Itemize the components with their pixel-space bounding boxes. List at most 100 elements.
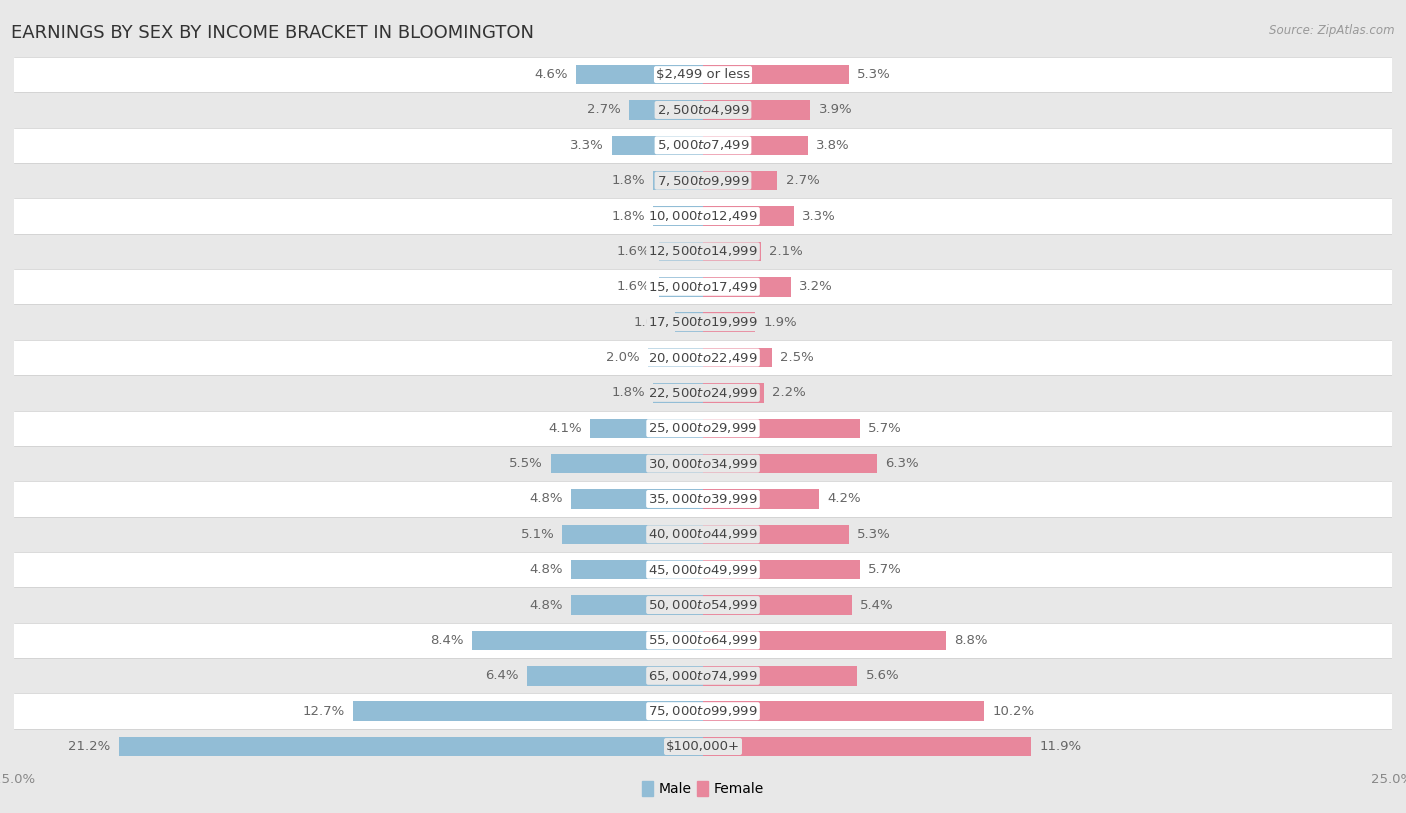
- Text: 6.3%: 6.3%: [884, 457, 918, 470]
- Bar: [14, 623, 1392, 659]
- Bar: [14, 693, 1392, 729]
- Text: $45,000 to $49,999: $45,000 to $49,999: [648, 563, 758, 576]
- Bar: [14, 376, 1392, 411]
- Bar: [14, 163, 1392, 198]
- Bar: [14, 517, 1392, 552]
- Text: 2.5%: 2.5%: [780, 351, 814, 364]
- Bar: [654, 171, 703, 190]
- Text: 8.4%: 8.4%: [430, 634, 463, 647]
- Text: 4.8%: 4.8%: [529, 598, 562, 611]
- Text: 2.1%: 2.1%: [769, 245, 803, 258]
- Bar: [675, 312, 703, 332]
- Text: 11.9%: 11.9%: [1039, 740, 1081, 753]
- Text: 5.7%: 5.7%: [869, 563, 903, 576]
- Bar: [628, 100, 703, 120]
- Bar: [353, 702, 703, 721]
- Text: 4.2%: 4.2%: [827, 493, 860, 506]
- Text: $75,000 to $99,999: $75,000 to $99,999: [648, 704, 758, 718]
- Text: $55,000 to $64,999: $55,000 to $64,999: [648, 633, 758, 647]
- Bar: [14, 57, 1392, 92]
- Text: 4.6%: 4.6%: [534, 68, 568, 81]
- Bar: [703, 171, 778, 190]
- Text: 3.9%: 3.9%: [818, 103, 852, 116]
- Text: 4.8%: 4.8%: [529, 563, 562, 576]
- Text: 2.2%: 2.2%: [772, 386, 806, 399]
- Text: 3.3%: 3.3%: [569, 139, 603, 152]
- Bar: [118, 737, 703, 756]
- Bar: [591, 419, 703, 438]
- Text: $20,000 to $22,499: $20,000 to $22,499: [648, 350, 758, 364]
- Text: 3.2%: 3.2%: [800, 280, 834, 293]
- Bar: [562, 524, 703, 544]
- Text: $100,000+: $100,000+: [666, 740, 740, 753]
- Bar: [703, 277, 792, 297]
- Text: 4.8%: 4.8%: [529, 493, 562, 506]
- Text: 2.0%: 2.0%: [606, 351, 640, 364]
- Bar: [703, 489, 818, 509]
- Text: 1.6%: 1.6%: [617, 245, 651, 258]
- Text: 3.8%: 3.8%: [815, 139, 849, 152]
- Text: 2.7%: 2.7%: [586, 103, 620, 116]
- Bar: [703, 737, 1031, 756]
- Bar: [14, 411, 1392, 446]
- Text: $35,000 to $39,999: $35,000 to $39,999: [648, 492, 758, 506]
- Bar: [14, 659, 1392, 693]
- Bar: [703, 65, 849, 85]
- Bar: [14, 587, 1392, 623]
- Text: 5.5%: 5.5%: [509, 457, 543, 470]
- Text: 5.6%: 5.6%: [866, 669, 900, 682]
- Bar: [703, 241, 761, 261]
- Text: 8.8%: 8.8%: [953, 634, 987, 647]
- Bar: [612, 136, 703, 155]
- Text: $50,000 to $54,999: $50,000 to $54,999: [648, 598, 758, 612]
- Text: $7,500 to $9,999: $7,500 to $9,999: [657, 174, 749, 188]
- Bar: [571, 489, 703, 509]
- Bar: [14, 92, 1392, 128]
- Bar: [14, 198, 1392, 234]
- Bar: [703, 312, 755, 332]
- Bar: [659, 241, 703, 261]
- Bar: [571, 595, 703, 615]
- Bar: [703, 207, 794, 226]
- Bar: [14, 340, 1392, 375]
- Text: 3.3%: 3.3%: [803, 210, 837, 223]
- Bar: [527, 666, 703, 685]
- Bar: [703, 136, 807, 155]
- Bar: [571, 560, 703, 580]
- Bar: [654, 207, 703, 226]
- Bar: [703, 348, 772, 367]
- Bar: [703, 560, 860, 580]
- Bar: [14, 304, 1392, 340]
- Bar: [703, 666, 858, 685]
- Bar: [576, 65, 703, 85]
- Text: 2.7%: 2.7%: [786, 174, 820, 187]
- Bar: [14, 269, 1392, 304]
- Text: $22,500 to $24,999: $22,500 to $24,999: [648, 386, 758, 400]
- Text: $12,500 to $14,999: $12,500 to $14,999: [648, 245, 758, 259]
- Legend: Male, Female: Male, Female: [643, 781, 763, 796]
- Bar: [659, 277, 703, 297]
- Bar: [703, 631, 945, 650]
- Text: $10,000 to $12,499: $10,000 to $12,499: [648, 209, 758, 223]
- Text: $15,000 to $17,499: $15,000 to $17,499: [648, 280, 758, 293]
- Bar: [471, 631, 703, 650]
- Text: 12.7%: 12.7%: [302, 705, 344, 718]
- Text: 5.3%: 5.3%: [858, 68, 891, 81]
- Text: 5.4%: 5.4%: [860, 598, 894, 611]
- Bar: [703, 702, 984, 721]
- Bar: [648, 348, 703, 367]
- Bar: [14, 481, 1392, 517]
- Text: 5.1%: 5.1%: [520, 528, 554, 541]
- Text: $2,499 or less: $2,499 or less: [657, 68, 749, 81]
- Text: 5.3%: 5.3%: [858, 528, 891, 541]
- Text: 6.4%: 6.4%: [485, 669, 519, 682]
- Bar: [703, 383, 763, 402]
- Text: 1.8%: 1.8%: [612, 210, 645, 223]
- Text: $5,000 to $7,499: $5,000 to $7,499: [657, 138, 749, 152]
- Text: Source: ZipAtlas.com: Source: ZipAtlas.com: [1270, 24, 1395, 37]
- Bar: [703, 595, 852, 615]
- Text: $25,000 to $29,999: $25,000 to $29,999: [648, 421, 758, 435]
- Text: $2,500 to $4,999: $2,500 to $4,999: [657, 103, 749, 117]
- Text: 1.8%: 1.8%: [612, 174, 645, 187]
- Text: 1.0%: 1.0%: [634, 315, 668, 328]
